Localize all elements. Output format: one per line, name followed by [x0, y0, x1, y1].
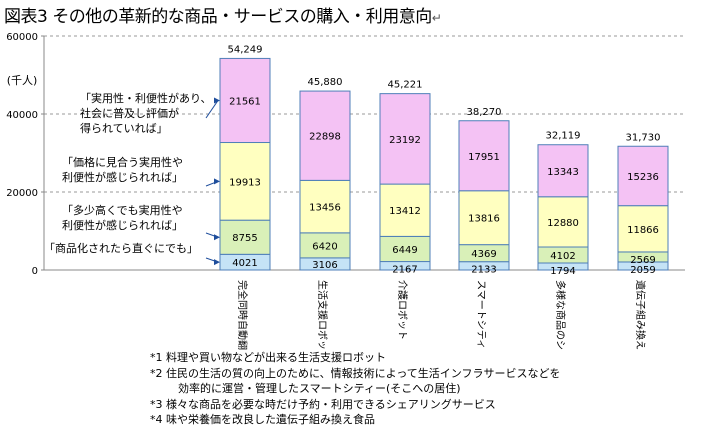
series-annotation: 利便性が感じられれば」: [62, 218, 183, 232]
data-label: 4102: [550, 251, 575, 262]
data-label: 13456: [309, 203, 341, 214]
bar-segment: [458, 190, 510, 246]
arrow-head-icon: [214, 234, 220, 241]
bar-segment: [299, 179, 351, 234]
data-label: 13343: [547, 167, 579, 178]
data-label: 3106: [312, 260, 337, 271]
data-label: 2133: [471, 265, 496, 276]
bar-segment: [537, 196, 589, 248]
data-label: 4369: [471, 249, 496, 260]
x-category-label: 多様な商品のシェアリング*3: [554, 280, 567, 350]
data-label: 6420: [312, 241, 337, 252]
stacked-bar-chart: 0 20000 40000 60000 (千人) 4021 8755 19913 21561 54…: [6, 32, 685, 350]
series-annotation: 「多少高くでも実用性や: [62, 203, 183, 217]
bar-segment: [617, 145, 669, 207]
total-label: 38,270: [467, 107, 502, 118]
data-label: 13816: [468, 214, 500, 225]
data-label: 12880: [547, 218, 579, 229]
bar-segment: [379, 183, 431, 237]
arrow-head-icon: [214, 97, 220, 104]
x-category-label: 遺伝子組み換え食品*4: [634, 280, 647, 350]
data-label: 2569: [630, 255, 655, 266]
bar-segment: [379, 235, 431, 263]
x-category-label: 完全同時自動翻訳機・アプリ: [236, 280, 249, 350]
x-category-label: 介護ロボット: [396, 280, 409, 340]
data-label: 21561: [229, 96, 261, 107]
annotation-arrow: [205, 100, 219, 119]
data-label: 6449: [392, 245, 417, 256]
bar-segment: [299, 232, 351, 259]
footnotes: *1 料理や買い物などが出来る生活支援ロボット *2 住民の生活の質の向上のため…: [150, 350, 560, 428]
data-label: 22898: [309, 132, 341, 143]
data-label: 4021: [232, 258, 257, 269]
bar-segment: [299, 90, 351, 181]
y-tick-label: 20000: [6, 188, 38, 199]
bar-segment: [379, 93, 431, 185]
total-label: 32,119: [546, 131, 581, 142]
series-annotation: 「価格に見合う実用性や: [62, 155, 183, 169]
series-annotation: 「商品化されたら直ぐにでも」: [44, 241, 198, 255]
total-label: 45,221: [388, 80, 423, 91]
footnote-2-continued: 効率的に運営・管理したスマートシティー(そこへの居住): [178, 382, 461, 395]
footnote-3: *3 様々な商品を必要な時だけ予約・利用できるシェアリングサービス: [150, 397, 496, 411]
y-axis-label: (千人): [7, 74, 38, 87]
data-label: 23192: [389, 135, 421, 146]
data-label: 17951: [468, 152, 500, 163]
footnote-4: *4 味や栄養価を改良した遺伝子組み換え食品: [150, 413, 375, 426]
data-label: 1794: [550, 266, 575, 277]
bar-segment: [219, 142, 271, 221]
x-category-label: 生活支援ロボット*1: [316, 280, 329, 350]
arrow-head-icon: [214, 178, 220, 185]
footnote-1: *1 料理や買い物などが出来る生活支援ロボット: [150, 351, 386, 364]
data-label: 19913: [229, 177, 261, 188]
x-category-label: スマートシティーへの居住*2: [475, 280, 488, 350]
total-label: 54,249: [228, 44, 263, 55]
data-label: 13412: [389, 206, 421, 217]
data-label: 8755: [232, 233, 257, 244]
chart-title-text: 図表3 その他の革新的な商品・サービスの購入・利用意向: [4, 7, 432, 27]
y-tick-label: 60000: [6, 32, 38, 43]
series-annotation: 社会に普及し評価が: [80, 106, 179, 120]
bar-segment: [458, 120, 510, 192]
series-annotation: 得られていれば」: [80, 122, 168, 135]
bar-segment: [617, 205, 669, 253]
data-label: 15236: [627, 172, 659, 183]
y-tick-label: 0: [32, 266, 38, 277]
chart-title: 図表3 その他の革新的な商品・サービスの購入・利用意向↵: [4, 2, 442, 27]
y-tick-label: 40000: [6, 110, 38, 121]
return-mark-icon: ↵: [431, 11, 442, 25]
total-label: 45,880: [308, 77, 343, 88]
total-label: 31,730: [626, 132, 661, 143]
footnote-2: *2 住民の生活の質の向上のために、情報技術によって生活インフラサービスなどを: [150, 366, 561, 380]
arrow-head-icon: [214, 259, 220, 266]
data-label: 2059: [630, 265, 655, 276]
bar-segment: [537, 144, 589, 198]
data-label: 11866: [627, 225, 659, 236]
series-annotation: 「実用性・利便性があり、: [80, 91, 212, 105]
data-label: 2167: [392, 265, 417, 276]
series-annotation: 利便性が感じられれば」: [62, 170, 183, 184]
bar-segment: [219, 219, 271, 255]
